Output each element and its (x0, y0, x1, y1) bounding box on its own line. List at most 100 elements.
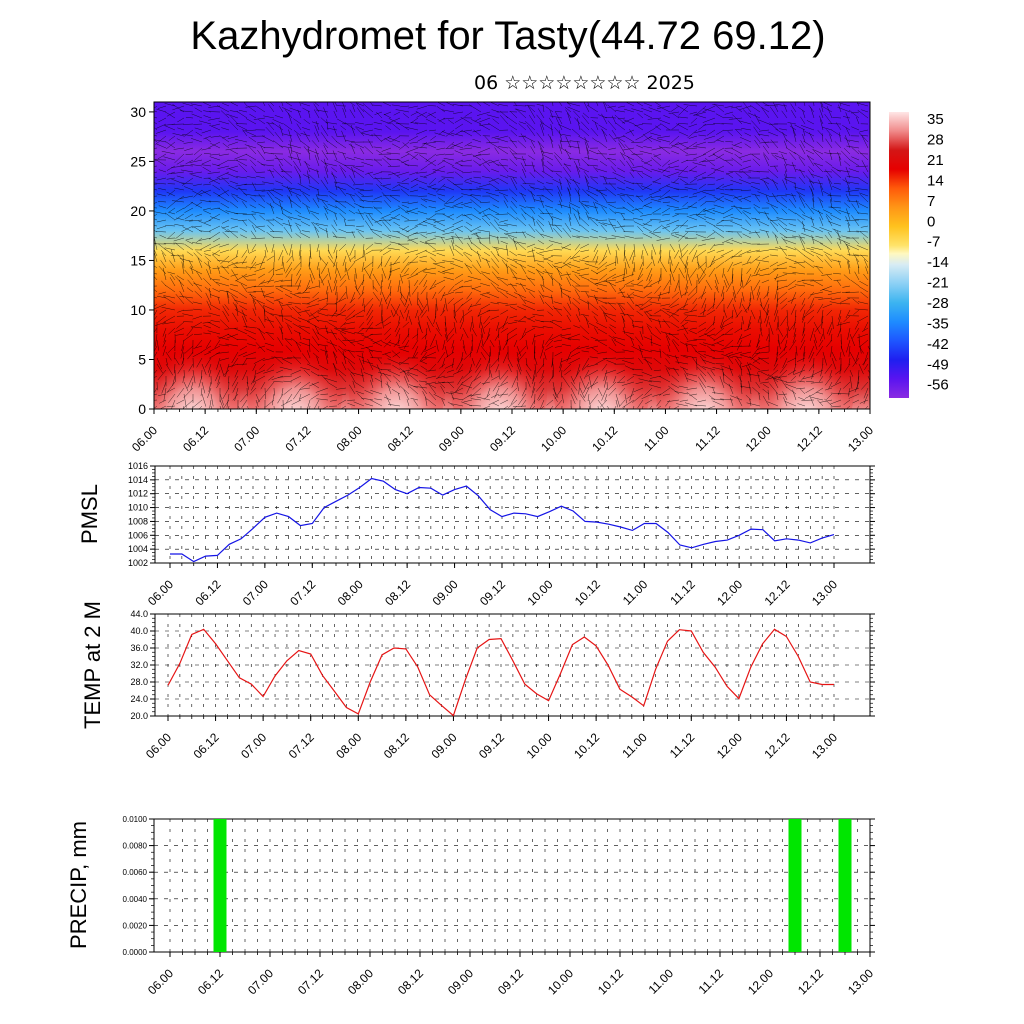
wind-barb (784, 400, 797, 407)
wind-barb (843, 148, 851, 155)
wind-barb (784, 228, 797, 233)
wind-barb (766, 176, 779, 185)
wind-barb (464, 262, 473, 275)
wind-barb (761, 137, 770, 149)
wind-barb (632, 393, 644, 403)
wind-barb (580, 249, 590, 253)
wind-barb (521, 156, 527, 167)
wind-barb (250, 293, 257, 305)
wind-barb (681, 291, 689, 296)
wind-barb (759, 303, 769, 316)
wind-barb (444, 333, 448, 341)
wind-barb (769, 106, 779, 119)
wind-barb (234, 387, 239, 401)
wind-barb (329, 195, 338, 203)
wind-barb (299, 393, 311, 400)
temp-series-line (167, 628, 834, 717)
wind-barb (519, 121, 527, 125)
wind-barb (219, 135, 230, 143)
wind-barb (854, 321, 860, 330)
wind-barb (242, 129, 257, 132)
wind-barb (266, 363, 275, 371)
wind-barb (622, 117, 635, 124)
precip-xtick-label: 12.00 (745, 966, 776, 997)
wind-barb (200, 387, 203, 396)
wind-barb (642, 172, 653, 179)
wind-barb (352, 105, 356, 113)
wind-barb (316, 356, 320, 365)
wind-barb (820, 102, 824, 113)
wind-barb (724, 255, 734, 263)
wind-barb (621, 381, 635, 386)
wind-barb (684, 187, 698, 191)
wind-barb (308, 110, 311, 119)
wind-barb (819, 333, 824, 342)
wind-barb (334, 273, 338, 284)
wind-barb (247, 105, 257, 113)
wind-barb (490, 282, 500, 293)
wind-barb (410, 121, 419, 125)
wind-barb (156, 231, 167, 233)
temp-xtick-label: 10.00 (524, 730, 555, 761)
wind-barb (373, 158, 383, 167)
wind-barb (166, 405, 176, 408)
wind-barb (273, 249, 276, 262)
wind-barb (713, 204, 725, 209)
wind-barb (560, 147, 572, 155)
wind-barb (704, 158, 716, 167)
wind-barb (821, 309, 824, 323)
wind-barb (337, 186, 347, 197)
wind-barb (678, 385, 689, 389)
wind-barb (749, 362, 761, 371)
wind-barb (221, 177, 230, 185)
wind-barb (857, 212, 869, 215)
wind-barb (335, 249, 338, 259)
wind-barb (809, 179, 815, 191)
wind-barb (443, 195, 455, 205)
wind-barb (735, 309, 743, 319)
wind-barb (861, 109, 869, 113)
wind-barb (267, 220, 275, 227)
wind-barb (595, 219, 608, 221)
wind-barb (339, 213, 347, 221)
wind-barb (678, 165, 689, 176)
wind-barb (586, 104, 599, 113)
wind-barb (354, 267, 358, 279)
wind-barb (861, 136, 869, 149)
wind-barb (500, 115, 509, 125)
wind-barb (793, 369, 806, 375)
wind-barb (861, 381, 869, 390)
wind-barb (182, 254, 185, 269)
wind-barb (721, 219, 734, 221)
wind-barb (657, 291, 662, 302)
wind-barb (313, 132, 320, 143)
wind-barb (435, 327, 443, 337)
wind-barb (380, 119, 392, 125)
wind-barb (425, 397, 428, 407)
wind-barb (292, 355, 302, 365)
wind-barb (237, 188, 248, 191)
wind-barb (491, 109, 500, 113)
wind-barb (610, 166, 617, 173)
wind-barb (656, 105, 671, 109)
wind-barb (523, 135, 536, 143)
wind-barb (220, 255, 230, 265)
wind-barb (617, 291, 626, 294)
wind-barb (582, 335, 590, 341)
temp-xtick-label: 11.00 (619, 730, 650, 761)
wind-barb (390, 207, 401, 213)
wind-barb (796, 387, 806, 390)
wind-barb (757, 372, 761, 383)
wind-barb (154, 405, 158, 409)
wind-barb (574, 289, 581, 299)
wind-barb (822, 303, 833, 308)
wind-barb (505, 292, 518, 299)
wind-barb (642, 129, 653, 136)
wind-barb (476, 111, 491, 116)
wind-barb (738, 120, 752, 125)
wind-barb (161, 381, 167, 394)
wind-barb (527, 249, 536, 253)
wind-barb (316, 243, 320, 253)
wind-barb (299, 190, 311, 197)
